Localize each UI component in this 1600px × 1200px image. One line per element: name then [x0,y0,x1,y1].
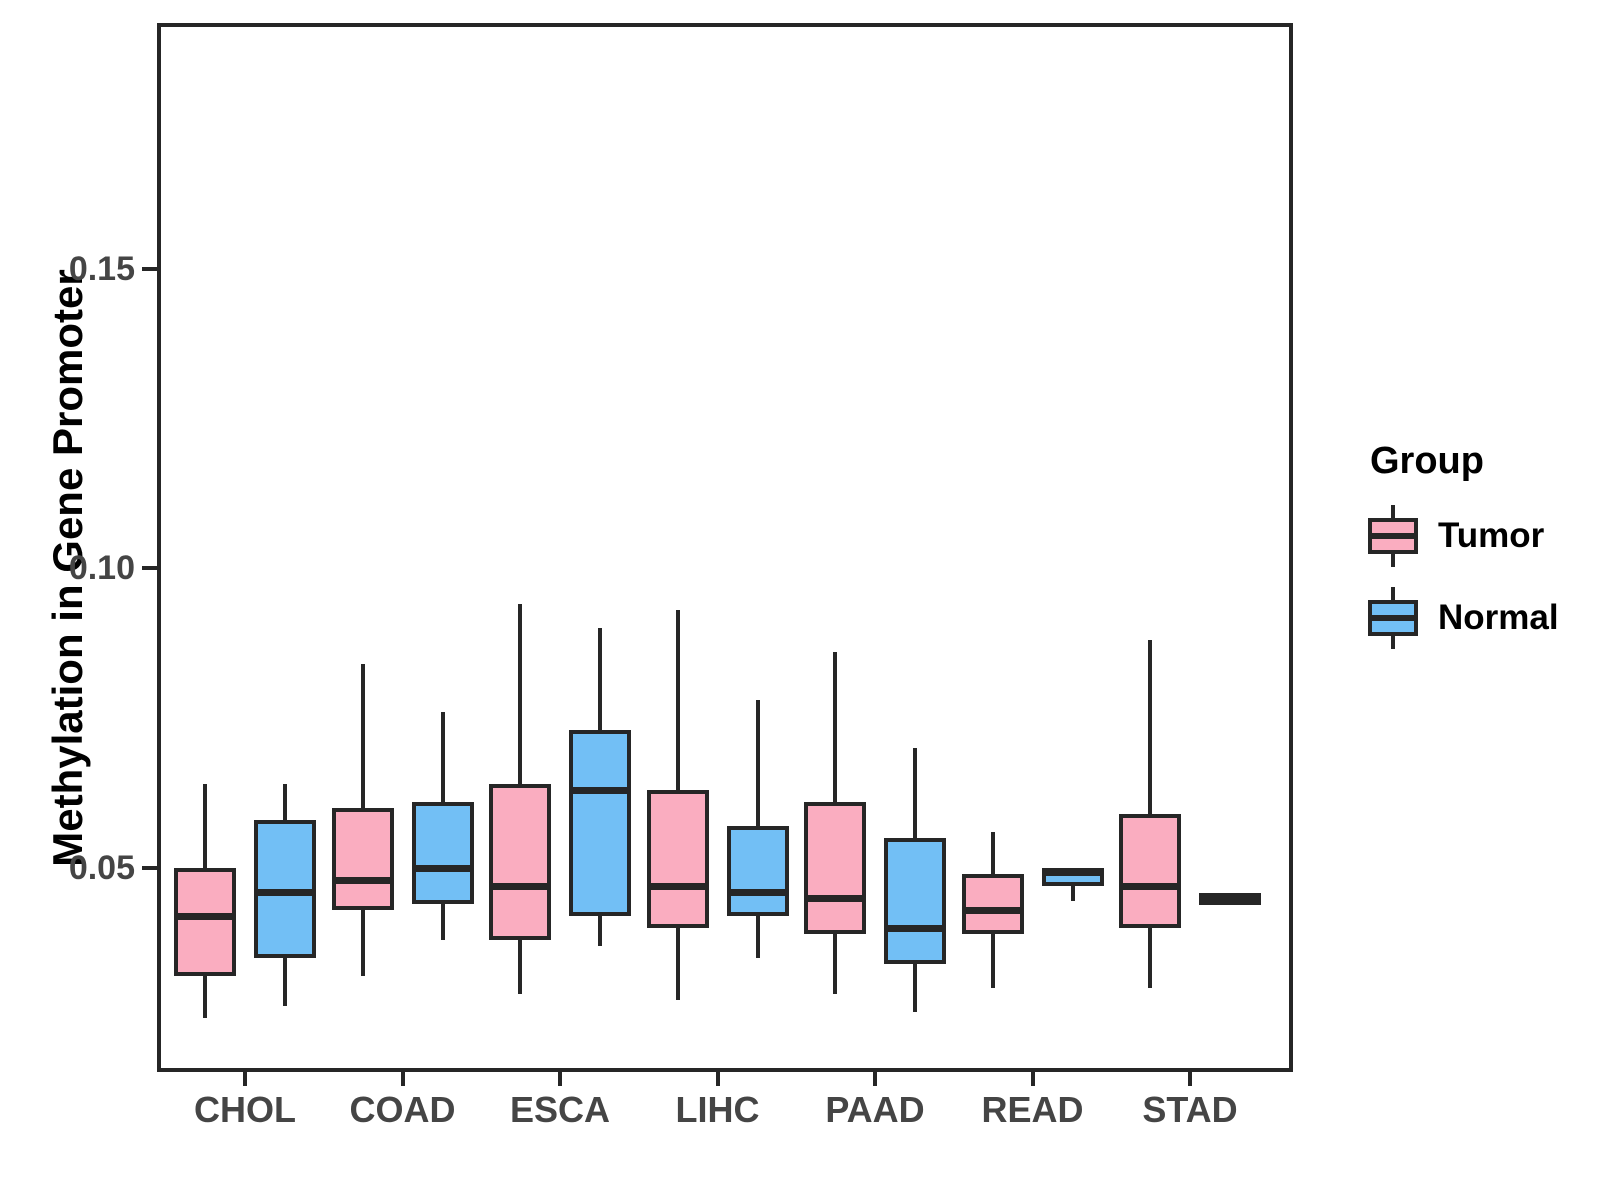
y-tick-mark [142,866,157,871]
boxplot-lihc-tumor-box [646,790,709,929]
boxplot-paad-normal-box [884,838,946,965]
boxplot-coad-tumor-median [331,876,394,884]
legend-entry-tumor: Tumor [1352,505,1592,567]
legend-entries: Tumor Normal [1352,505,1592,649]
boxplot-stad-tumor-median [1119,882,1181,890]
boxplot-esca-tumor-median [489,882,551,890]
x-tick-label-chol: CHOL [194,1089,296,1130]
y-tick-mark [142,266,157,271]
x-tick-label-read: READ [981,1089,1084,1130]
boxplot-chol-tumor-median [174,912,236,920]
legend-label-normal: Normal [1438,598,1559,637]
boxplot-coad-tumor-box [331,808,394,911]
key-median [1368,615,1418,621]
y-tick-label: 0.15 [68,249,135,288]
y-tick-label: 0.05 [68,849,135,888]
boxplot-paad-normal-median [884,924,946,932]
boxplot-stad-tumor-box [1119,814,1181,929]
boxplot-key-icon [1368,505,1418,567]
legend-title: Group [1370,440,1484,482]
boxplot-coad-normal-median [411,864,474,872]
x-tick-mark [400,1072,405,1086]
y-tick-label: 0.10 [68,549,135,588]
x-tick-mark [1188,1072,1192,1086]
x-tick-mark [715,1072,720,1086]
boxplot-stad-normal-median [1199,895,1261,903]
legend: Group Tumor Normal [1352,440,1592,669]
x-tick-mark [243,1072,247,1086]
boxplot-paad-tumor-box [804,802,866,935]
boxplot-read-normal-median [1041,868,1104,876]
x-tick-label-esca: ESCA [509,1089,611,1130]
key-median [1368,533,1418,539]
x-tick-label-lihc: LIHC [675,1089,760,1130]
legend-entry-normal: Normal [1352,587,1592,649]
boxplot-chol-normal-median [254,888,316,896]
boxplot-lihc-tumor-median [646,882,709,890]
boxplot-key-icon [1368,587,1418,649]
boxplot-lihc-normal-median [726,888,789,896]
x-tick-label-stad: STAD [1142,1089,1238,1130]
boxplot-read-tumor-median [961,906,1024,914]
boxplot-chol-tumor-box [174,868,236,977]
boxplot-coad-normal-box [411,802,474,905]
boxplot-esca-normal-median [569,786,631,794]
x-tick-mark [1030,1072,1035,1086]
boxplot-read-tumor-box [961,874,1024,935]
legend-label-tumor: Tumor [1438,516,1545,555]
y-tick-mark [142,566,157,571]
boxplot-esca-tumor-box [489,784,551,941]
x-tick-label-coad: COAD [349,1089,456,1130]
boxplot-esca-normal-box [569,730,631,917]
x-tick-label-paad: PAAD [825,1089,925,1130]
x-tick-mark [558,1072,562,1086]
boxplot-lihc-normal-box [726,826,789,917]
boxplot-paad-tumor-median [804,894,866,902]
x-tick-mark [873,1072,877,1086]
